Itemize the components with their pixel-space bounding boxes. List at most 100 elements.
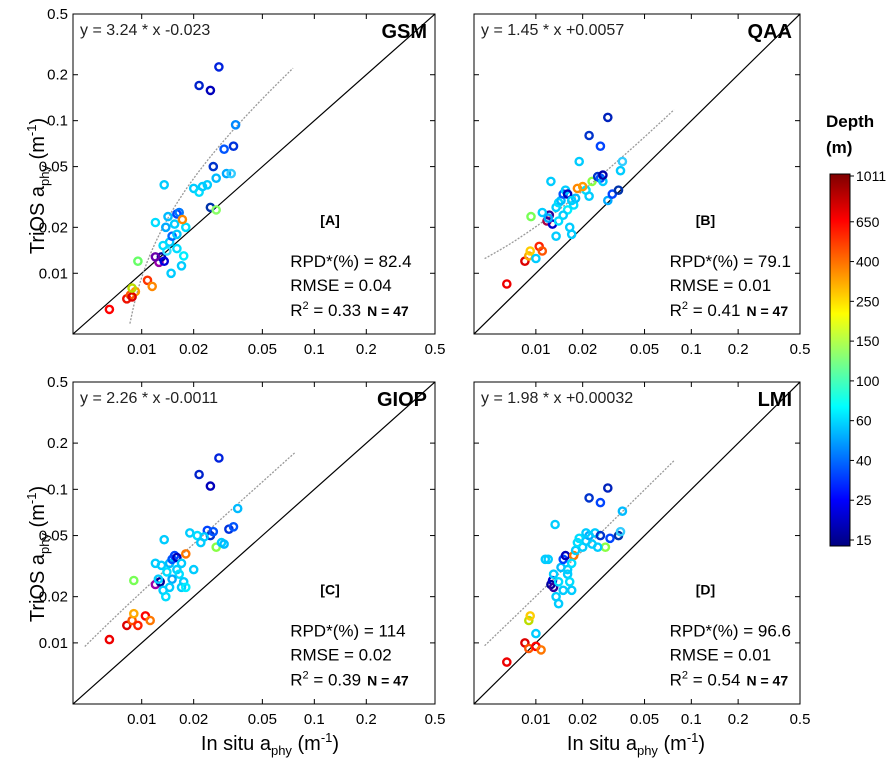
data-point [548, 582, 559, 593]
data-point [162, 567, 172, 577]
data-point [208, 526, 219, 537]
regression-fit-line [129, 67, 294, 324]
plot-frame-gsm [72, 13, 436, 335]
data-point [188, 564, 199, 575]
x-axis-label-right: In situ aphy (m-1) [567, 730, 705, 758]
data-point [127, 292, 137, 302]
data-point [180, 222, 191, 233]
data-point [525, 246, 536, 256]
stat-rmse: RMSE = 0.01 [670, 276, 772, 295]
y-tick-label: 0.2 [47, 435, 68, 452]
data-point [219, 539, 229, 549]
colorbar-title-line1: Depth [826, 112, 874, 131]
x-tick-label: 0.01 [521, 711, 550, 728]
y-axis-label-bottom: TriOS aphy (m-1) [24, 486, 52, 622]
data-point [230, 120, 241, 130]
one-to-one-line [73, 14, 435, 334]
data-point [543, 213, 554, 223]
data-point [572, 183, 583, 194]
data-point [603, 195, 613, 206]
data-point [180, 549, 191, 559]
data-point [163, 211, 173, 222]
colorbar [829, 173, 851, 547]
data-point [543, 554, 554, 565]
colorbar-ticks: 1011 650 400 250 150 100 60 40 25 15 [850, 168, 886, 548]
data-point [150, 217, 161, 228]
data-point [577, 181, 588, 192]
regression-equation: y = 1.45 * x +0.0057 [481, 22, 624, 39]
data-point [617, 506, 628, 517]
plot-area-qaa [474, 14, 800, 334]
y-tick-label: 0.01 [39, 635, 68, 652]
data-point [228, 522, 239, 532]
data-point [194, 469, 204, 480]
data-point [174, 569, 184, 580]
data-point [133, 256, 143, 267]
x-tick-label: 0.1 [304, 341, 325, 358]
plot-frame-lmi [473, 381, 801, 705]
plot-area-gsm [73, 14, 435, 334]
data-point [226, 168, 236, 179]
x-tick-label: 0.05 [630, 341, 659, 358]
data-point [214, 62, 224, 72]
data-point [211, 173, 221, 183]
data-point [558, 585, 569, 596]
data-point [537, 246, 548, 256]
panel-label: [C] [320, 582, 339, 598]
data-point [584, 191, 594, 201]
data-point [587, 176, 597, 187]
y-tick-label: 0.1 [47, 113, 68, 130]
data-point [202, 179, 213, 190]
data-point [526, 211, 536, 222]
data-point [562, 564, 573, 575]
data-point [160, 222, 171, 233]
data-point [613, 185, 624, 195]
data-point [172, 229, 182, 240]
data-point [615, 165, 626, 176]
data-point [145, 615, 155, 626]
one-to-one-line [474, 14, 800, 334]
data-point [581, 528, 591, 538]
panel-gsm: 0.01 0.02 0.05 0.1 0.2 0.5 0.5 0.2 0.1 0.05 0.02 0.… [39, 6, 446, 358]
data-point [219, 144, 229, 154]
panel-label: [D] [696, 582, 715, 598]
data-point [166, 268, 176, 279]
x-tick-label: 0.2 [728, 341, 749, 358]
data-point [605, 533, 615, 544]
data-point [178, 251, 189, 261]
data-point [153, 574, 164, 585]
one-to-one-line [73, 382, 435, 704]
data-point [550, 519, 560, 530]
regression-equation: y = 3.24 * x -0.023 [80, 22, 210, 39]
y-tick-label: 0.01 [39, 265, 68, 282]
data-point [172, 552, 182, 563]
data-point [176, 558, 187, 569]
x-tick-label: 0.05 [630, 711, 659, 728]
data-point [537, 207, 548, 218]
data-point [128, 575, 139, 586]
data-point [531, 253, 541, 264]
x-tick-label: 0.5 [790, 341, 811, 358]
data-point [566, 558, 577, 569]
data-point [603, 483, 613, 493]
data-point [595, 497, 606, 508]
data-point [180, 582, 191, 593]
data-point [564, 577, 575, 587]
x-tick-label: 0.5 [790, 711, 811, 728]
stat-r2: R2 = 0.54 N = 47 [670, 669, 789, 689]
data-point [592, 542, 603, 553]
x-tick-label: 0.2 [356, 341, 377, 358]
data-point [205, 481, 216, 491]
data-point [553, 216, 564, 226]
colorbar-tick-label: 40 [856, 452, 872, 468]
data-point [142, 275, 153, 286]
data-point [122, 620, 132, 631]
stat-rpd: RPD*(%) = 79.1 [670, 252, 791, 271]
colorbar-tick-label: 250 [856, 293, 880, 309]
data-point [595, 141, 606, 151]
data-point [150, 252, 161, 262]
data-point [566, 585, 577, 596]
colorbar-tick-label: 25 [856, 492, 872, 508]
colorbar-tick-label: 650 [856, 214, 880, 230]
data-point [566, 229, 577, 240]
